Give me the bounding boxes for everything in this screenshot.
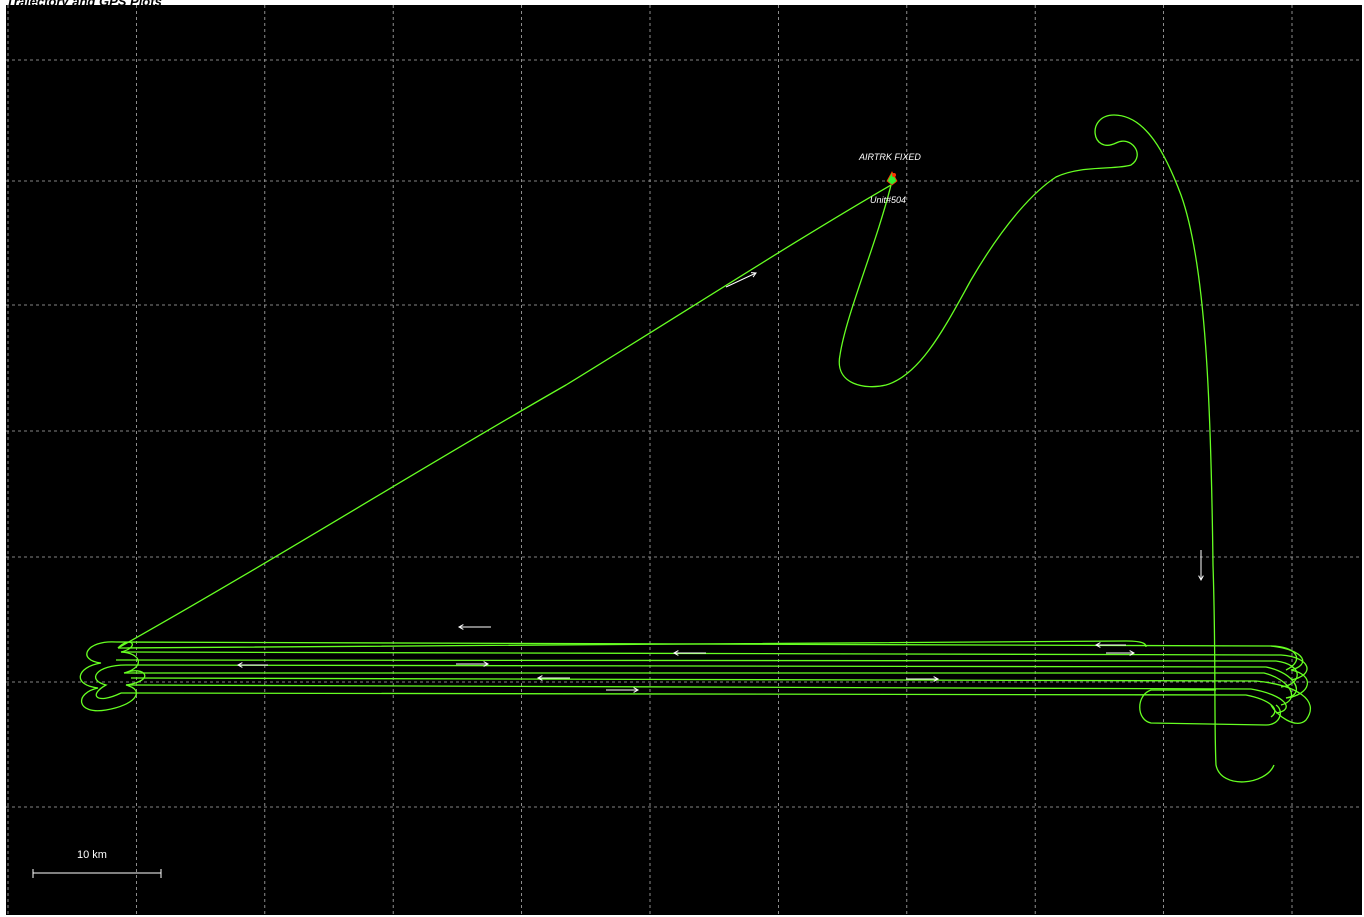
direction-arrow-head [236,662,243,668]
flight-track [79,114,1312,783]
direction-arrow-head [750,272,757,278]
direction-arrow-head [483,661,490,667]
direction-arrow-head [1129,650,1136,656]
track-line-8 [125,684,1287,714]
direction-arrow-head [672,650,679,656]
aircraft-icon [886,171,898,186]
direction-arrow-head [633,687,640,693]
track-line-9 [120,692,1276,718]
track-line-3 [120,651,1308,681]
aircraft-marker[interactable] [886,171,898,186]
trajectory-map[interactable]: AIRTRK FIXED Unit#504 10 km [6,5,1362,915]
track-turns-east [1270,645,1309,699]
map-canvas[interactable]: AIRTRK FIXED Unit#504 10 km [6,5,1362,915]
direction-arrow-head [933,676,940,682]
grid-lines [6,5,1362,915]
track-turns-west [79,641,146,712]
aircraft-label-top: AIRTRK FIXED [858,152,921,162]
scale-bar-label: 10 km [77,849,107,861]
direction-arrow-head [1198,575,1204,582]
direction-arrows [236,272,1204,693]
window-title: Trajectory and GPS Plots [6,0,162,9]
map-background [6,5,1362,915]
track-line-1 [117,640,1147,649]
scale-bar [32,869,162,878]
direction-arrow-head [457,624,464,630]
track-loop-center [838,114,1275,783]
track-line-7 [130,677,1312,724]
aircraft-alt-dot [892,173,896,177]
track-turns-west-2 [94,664,127,700]
direction-arrow-head [536,675,543,681]
direction-arrow-head [1094,642,1101,648]
aircraft-label-bottom: Unit#504 [870,195,906,205]
direction-arrow [725,272,757,288]
track-transit-leg [117,184,892,649]
